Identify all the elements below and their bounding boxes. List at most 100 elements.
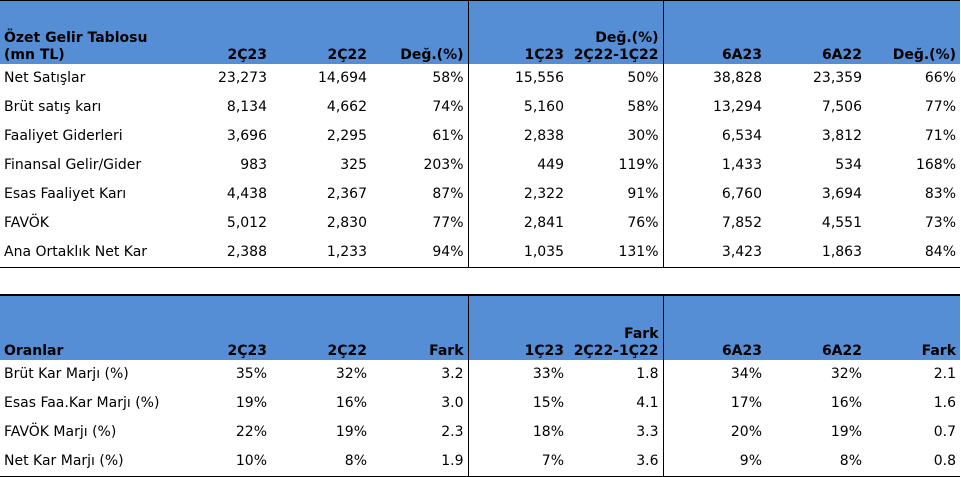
row-label: Ana Ortaklık Net Kar	[0, 238, 171, 268]
income-row: Finansal Gelir/Gider 983 325 203% 449 119% 1,4…	[0, 151, 960, 180]
cell-value: 32%	[830, 366, 862, 382]
cell-value: 6,534	[721, 128, 762, 144]
cell-value: 1.9	[371, 447, 469, 477]
cell-value: 1,035	[468, 238, 568, 268]
row-label: Esas Faaliyet Karı	[4, 186, 127, 202]
income-row: FAVÖK 5,012 2,830 77% 2,841 76% 7,852 4,551 73%	[0, 209, 960, 238]
cell-value: 23,273	[218, 70, 267, 86]
col-header-change-yoy: Değ.(%)	[371, 0, 469, 64]
cell-value: 19%	[830, 424, 862, 440]
cell-value: 19%	[235, 395, 267, 411]
cell-value: 74%	[371, 93, 469, 122]
cell-value: 33%	[532, 366, 564, 382]
cell-value: 10%	[171, 447, 271, 477]
col-header-1c23: 1Ç23	[468, 0, 568, 64]
cell-value: 5,160	[523, 99, 564, 115]
cell-value: 58%	[568, 93, 664, 122]
cell-value: 2.1	[933, 366, 956, 382]
cell-value: 16%	[335, 395, 367, 411]
ratio-col-header-diff-yoy: Fark	[371, 294, 469, 360]
income-row: Net Satışlar 23,273 14,694 58% 15,556 50% 38,8…	[0, 64, 960, 93]
ratios-table: Oranlar 2Ç23 2Ç22 Fark 1Ç23 Fark 2Ç22-1Ç…	[0, 294, 960, 477]
cell-value: 1,233	[271, 238, 371, 268]
cell-value: 8%	[766, 447, 866, 477]
cell-value: 2,367	[326, 186, 367, 202]
cell-value: 76%	[568, 209, 664, 238]
cell-value: 35%	[235, 366, 267, 382]
cell-value: 983	[240, 157, 267, 173]
row-label: Esas Faa.Kar Marjı (%)	[4, 395, 160, 411]
cell-value: 15%	[532, 395, 564, 411]
cell-value: 534	[835, 157, 862, 173]
income-table-title: Özet Gelir Tablosu (mn TL)	[0, 0, 171, 64]
cell-value: 6,760	[721, 186, 762, 202]
cell-value: 91%	[568, 180, 664, 209]
cell-value: 34%	[730, 366, 762, 382]
row-label: Finansal Gelir/Gider	[4, 157, 142, 173]
cell-value: 50%	[568, 64, 664, 93]
col-header-6a23: 6A23	[663, 0, 766, 64]
row-label: Brüt satış karı	[4, 99, 102, 115]
income-summary-table: Özet Gelir Tablosu (mn TL) 2Ç23 2Ç22 Değ.…	[0, 0, 960, 268]
cell-value: 77%	[371, 209, 469, 238]
cell-value: 2,830	[326, 215, 367, 231]
cell-value: 38,828	[713, 70, 762, 86]
income-row: Ana Ortaklık Net Kar 2,388 1,233 94% 1,035 13…	[0, 238, 960, 268]
ratio-row: Brüt Kar Marjı (%) 35% 32% 3.2 33% 1.8 34% 32% 2…	[0, 360, 960, 389]
cell-value: 4,551	[821, 215, 862, 231]
cell-value: 2,838	[523, 128, 564, 144]
row-label: Net Kar Marjı (%)	[0, 447, 171, 477]
cell-value: 73%	[924, 215, 956, 231]
cell-value: 2.3	[371, 418, 469, 447]
cell-value: 83%	[924, 186, 956, 202]
col-header-change-qoq: Değ.(%) 2Ç22-1Ç22	[568, 0, 664, 64]
cell-value: 94%	[371, 238, 469, 268]
cell-value: 4,438	[226, 186, 267, 202]
cell-value: 4,662	[326, 99, 367, 115]
cell-value: 3,694	[821, 186, 862, 202]
cell-value: 2,388	[171, 238, 271, 268]
ratio-col-header-2c22: 2Ç22	[271, 294, 371, 360]
cell-value: 2,295	[326, 128, 367, 144]
cell-value: 66%	[924, 70, 956, 86]
cell-value: 3,696	[226, 128, 267, 144]
cell-value: 30%	[568, 122, 664, 151]
cell-value: 18%	[532, 424, 564, 440]
cell-value: 0.8	[866, 447, 960, 477]
cell-value: 15,556	[515, 70, 564, 86]
cell-value: 61%	[371, 122, 469, 151]
cell-value: 22%	[235, 424, 267, 440]
cell-value: 1.6	[933, 395, 956, 411]
cell-value: 19%	[335, 424, 367, 440]
ratio-col-header-6a23: 6A23	[663, 294, 766, 360]
cell-value: 1,433	[721, 157, 762, 173]
cell-value: 87%	[371, 180, 469, 209]
row-label: Net Satışlar	[4, 70, 86, 86]
cell-value: 3.3	[568, 418, 664, 447]
cell-value: 32%	[335, 366, 367, 382]
cell-value: 77%	[924, 99, 956, 115]
ratio-col-header-diff-6m: Fark	[866, 294, 960, 360]
income-row: Esas Faaliyet Karı 4,438 2,367 87% 2,322 91% 6…	[0, 180, 960, 209]
cell-value: 131%	[568, 238, 664, 268]
col-header-6a22: 6A22	[766, 0, 866, 64]
cell-value: 5,012	[226, 215, 267, 231]
cell-value: 325	[340, 157, 367, 173]
cell-value: 3,812	[821, 128, 862, 144]
ratio-col-header-diff-qoq: Fark 2Ç22-1Ç22	[568, 294, 664, 360]
col-header-2c22: 2Ç22	[271, 0, 371, 64]
ratios-header-row: Oranlar 2Ç23 2Ç22 Fark 1Ç23 Fark 2Ç22-1Ç…	[0, 294, 960, 360]
ratio-col-header-2c23: 2Ç23	[171, 294, 271, 360]
cell-value: 2,322	[523, 186, 564, 202]
cell-value: 8,134	[226, 99, 267, 115]
ratio-col-header-6a22: 6A22	[766, 294, 866, 360]
cell-value: 16%	[830, 395, 862, 411]
cell-value: 14,694	[318, 70, 367, 86]
cell-value: 3,423	[663, 238, 766, 268]
cell-value: 3.6	[568, 447, 664, 477]
cell-value: 3.0	[371, 389, 469, 418]
income-row: Brüt satış karı 8,134 4,662 74% 5,160 58% 13,2…	[0, 93, 960, 122]
cell-value: 1,863	[766, 238, 866, 268]
row-label: FAVÖK	[4, 215, 49, 231]
row-label: Faaliyet Giderleri	[4, 128, 123, 144]
